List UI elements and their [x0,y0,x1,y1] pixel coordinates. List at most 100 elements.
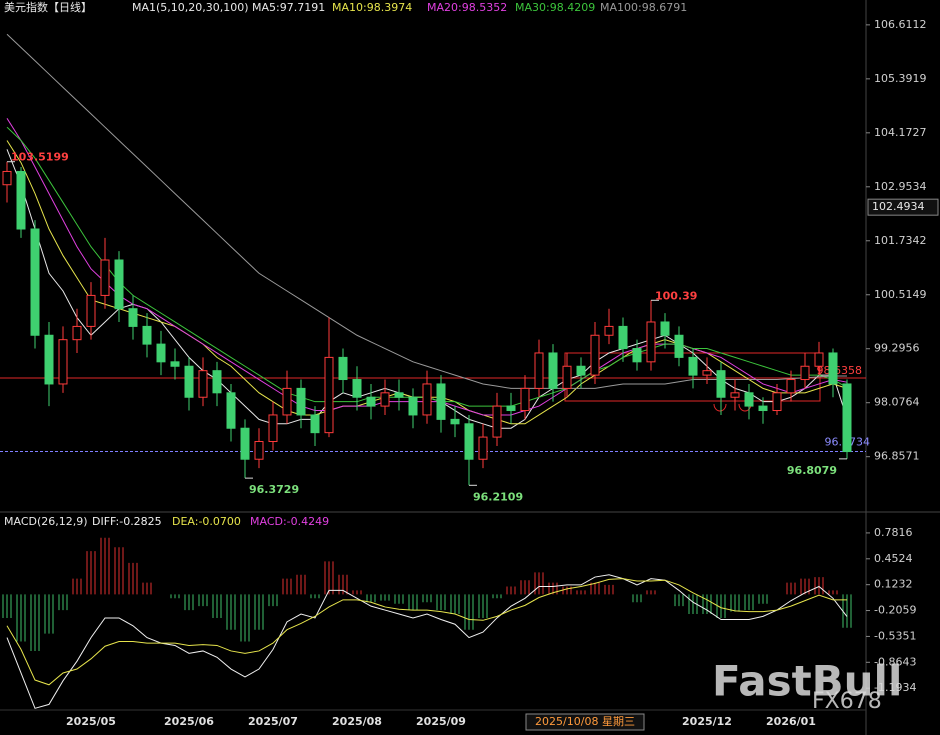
candle-body [492,405,502,438]
x-tick-label: 2025/09 [416,715,466,728]
candle-body [366,396,376,407]
candle-body [800,365,810,381]
candle-body [730,392,740,398]
crosshair-date-box [525,713,645,731]
y-tick-label: -0.5351 [874,629,916,642]
y-tick-label: 0.1232 [874,578,913,591]
x-tick-label: 2025/05 [66,715,116,728]
y-tick-label: -0.8643 [874,655,916,668]
x-tick-label: 2025/08 [332,715,382,728]
candle-body [814,352,824,367]
candle-body [660,321,670,336]
candle-body [16,170,26,230]
chart-title: 美元指数【日线】 [4,0,92,14]
candle-body [352,379,362,398]
watermark: FastBull FX678 [712,657,902,715]
candle-body [702,370,712,376]
watermark-logo: FastBull [712,657,902,706]
candle-body [240,427,250,460]
candle-body [408,396,418,416]
y-tick-label: 96.8571 [874,450,920,463]
candle-body [422,383,432,416]
candle-body [184,365,194,398]
candle-body [786,379,796,394]
macd-title: MACD(26,12,9) [4,515,88,528]
candle-body [646,321,656,363]
candle-body [296,387,306,416]
x-tick-label: 2026/01 [766,715,816,728]
y-tick-label: 0.7816 [874,526,913,539]
level-label: 98.6358 [817,364,863,377]
candle-body [282,387,292,416]
legend-entry: MA10:98.3974 [332,1,412,14]
candle-body [30,228,40,336]
y-tick-label: 0.4524 [874,552,913,565]
y-tick-label: -1.1934 [874,681,916,694]
candle-body [478,436,488,460]
candle-body [72,325,82,341]
y-tick-label: 106.6112 [874,18,927,31]
candle-body [2,170,12,186]
legend-entry: MA100:98.6791 [600,1,687,14]
candle-body [142,325,152,345]
candle-body [842,383,852,453]
y-tick-label: 104.1727 [874,126,927,139]
legend-entry: MA5:97.7191 [252,1,325,14]
candle-body [548,352,558,389]
annotation-label: 103.5199 [11,151,69,164]
candle-body [58,339,68,385]
candle-body [716,370,726,398]
candle-body [380,392,390,407]
candle-body [128,308,138,327]
candle-body [576,365,586,376]
ma-legend-title: MA1(5,10,20,30,100) [132,1,249,14]
candle-body [758,405,768,412]
annotation-label: 96.3729 [249,483,299,496]
y-tick-label: 98.0764 [874,396,920,409]
legend-entry: DEA:-0.0700 [172,515,241,528]
y-tick-label: -0.2059 [874,604,916,617]
candle-body [100,259,110,296]
candle-body [338,356,348,381]
candle-body [506,405,516,412]
crosshair-price: 102.4934 [872,200,925,213]
candle-body [254,441,264,460]
legend-entry: MA30:98.4209 [515,1,595,14]
candle-body [324,356,334,434]
legend-entry: DIFF:-0.2825 [92,515,162,528]
annotation-label: 100.39 [655,289,697,302]
candle-body [464,423,474,460]
candle-body [394,392,404,398]
candle-body [828,352,838,385]
y-tick-label: 105.3919 [874,72,927,85]
y-tick-label: 102.9534 [874,180,927,193]
crosshair-price-box [867,198,939,216]
candle-body [310,414,320,434]
candle-body [632,348,642,363]
y-tick-label: 99.2956 [874,342,920,355]
candle-body [772,392,782,412]
candle-body [170,361,180,367]
candle-body [450,418,460,425]
annotation-label: 96.2109 [473,490,523,503]
candle-body [212,370,222,394]
candle-body [114,259,124,310]
candle-body [618,325,628,350]
candle-body [86,294,96,327]
candle-body [534,352,544,389]
x-tick-label: 2025/12 [682,715,732,728]
candle-body [226,392,236,429]
candle-body [604,325,614,336]
candle-body [268,414,278,443]
candle-body [562,365,572,389]
annotation-label: 96.8079 [787,464,837,477]
candle-body [198,370,208,398]
macd-line [6,578,847,686]
candle-body [590,334,600,376]
y-tick-label: 100.5149 [874,288,927,301]
candle-body [520,387,530,412]
candle-body [436,383,446,420]
y-tick-label: 101.7342 [874,234,927,247]
